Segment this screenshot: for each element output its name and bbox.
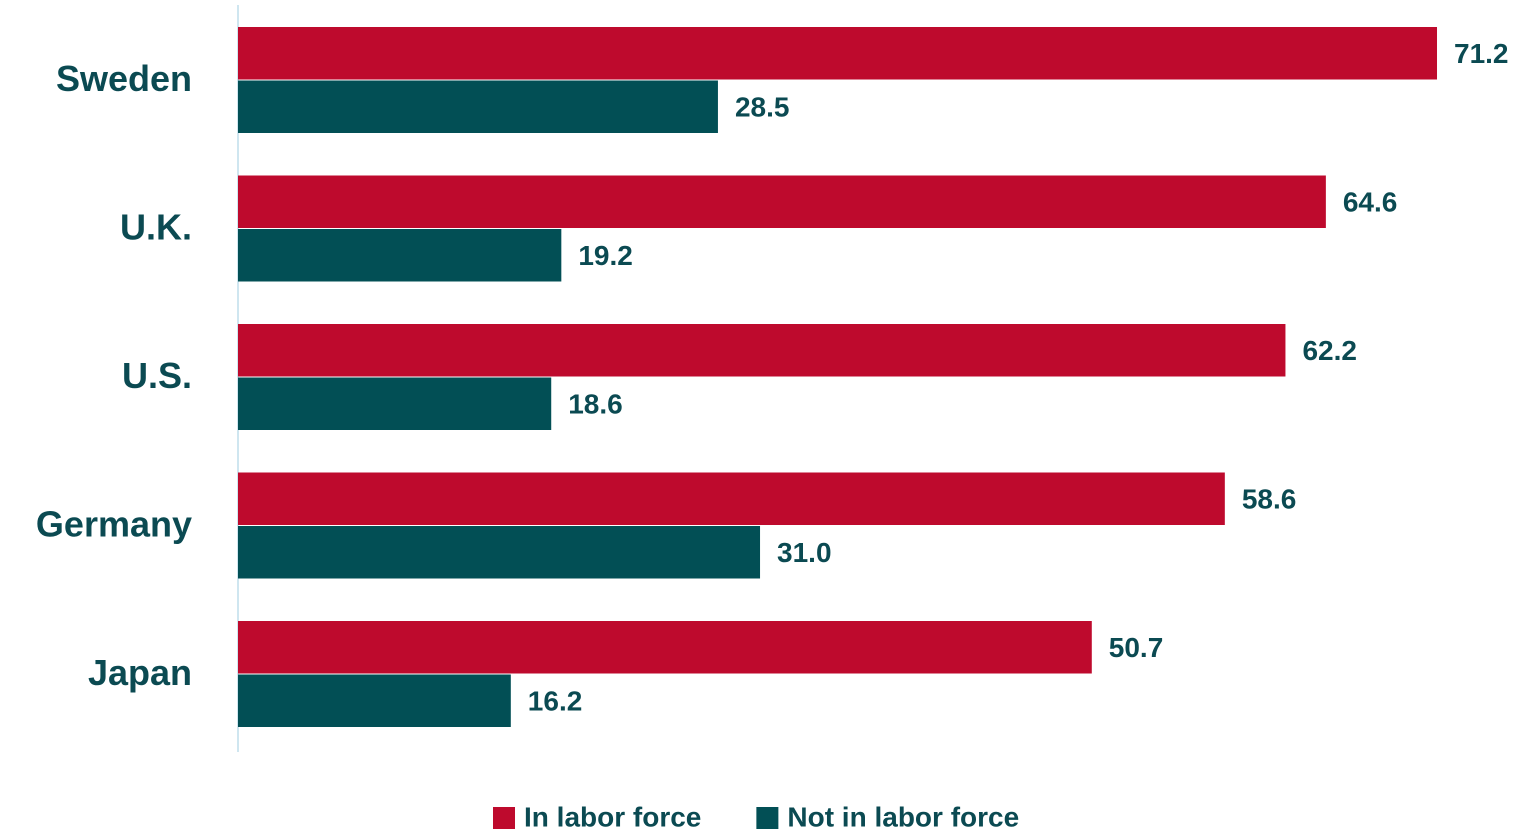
value-label: 58.6: [1242, 484, 1297, 515]
bar: [238, 674, 511, 727]
bar: [238, 229, 562, 282]
value-label: 71.2: [1454, 38, 1509, 69]
legend-swatch: [493, 807, 515, 829]
value-label: 64.6: [1343, 187, 1398, 218]
legend-swatch: [756, 807, 779, 829]
value-label: 18.6: [568, 389, 623, 420]
value-label: 28.5: [735, 92, 790, 123]
category-label: U.K.: [120, 207, 192, 248]
category-label: Japan: [88, 652, 192, 693]
category-label: Sweden: [56, 58, 192, 99]
bar: [238, 526, 761, 579]
value-label: 31.0: [777, 537, 832, 568]
category-label: U.S.: [122, 355, 192, 396]
category-label: Germany: [36, 504, 192, 545]
bar: [238, 324, 1286, 377]
value-label: 50.7: [1109, 632, 1164, 663]
value-label: 16.2: [528, 686, 583, 717]
bar: [238, 621, 1092, 674]
bar: [238, 377, 552, 430]
legend-label: Not in labor force: [787, 801, 1019, 832]
bar: [238, 80, 718, 133]
legend-label: In labor force: [524, 801, 701, 832]
value-label: 19.2: [578, 240, 633, 271]
bar: [238, 472, 1225, 525]
value-label: 62.2: [1302, 335, 1357, 366]
bar: [238, 27, 1438, 80]
bar: [238, 175, 1326, 228]
